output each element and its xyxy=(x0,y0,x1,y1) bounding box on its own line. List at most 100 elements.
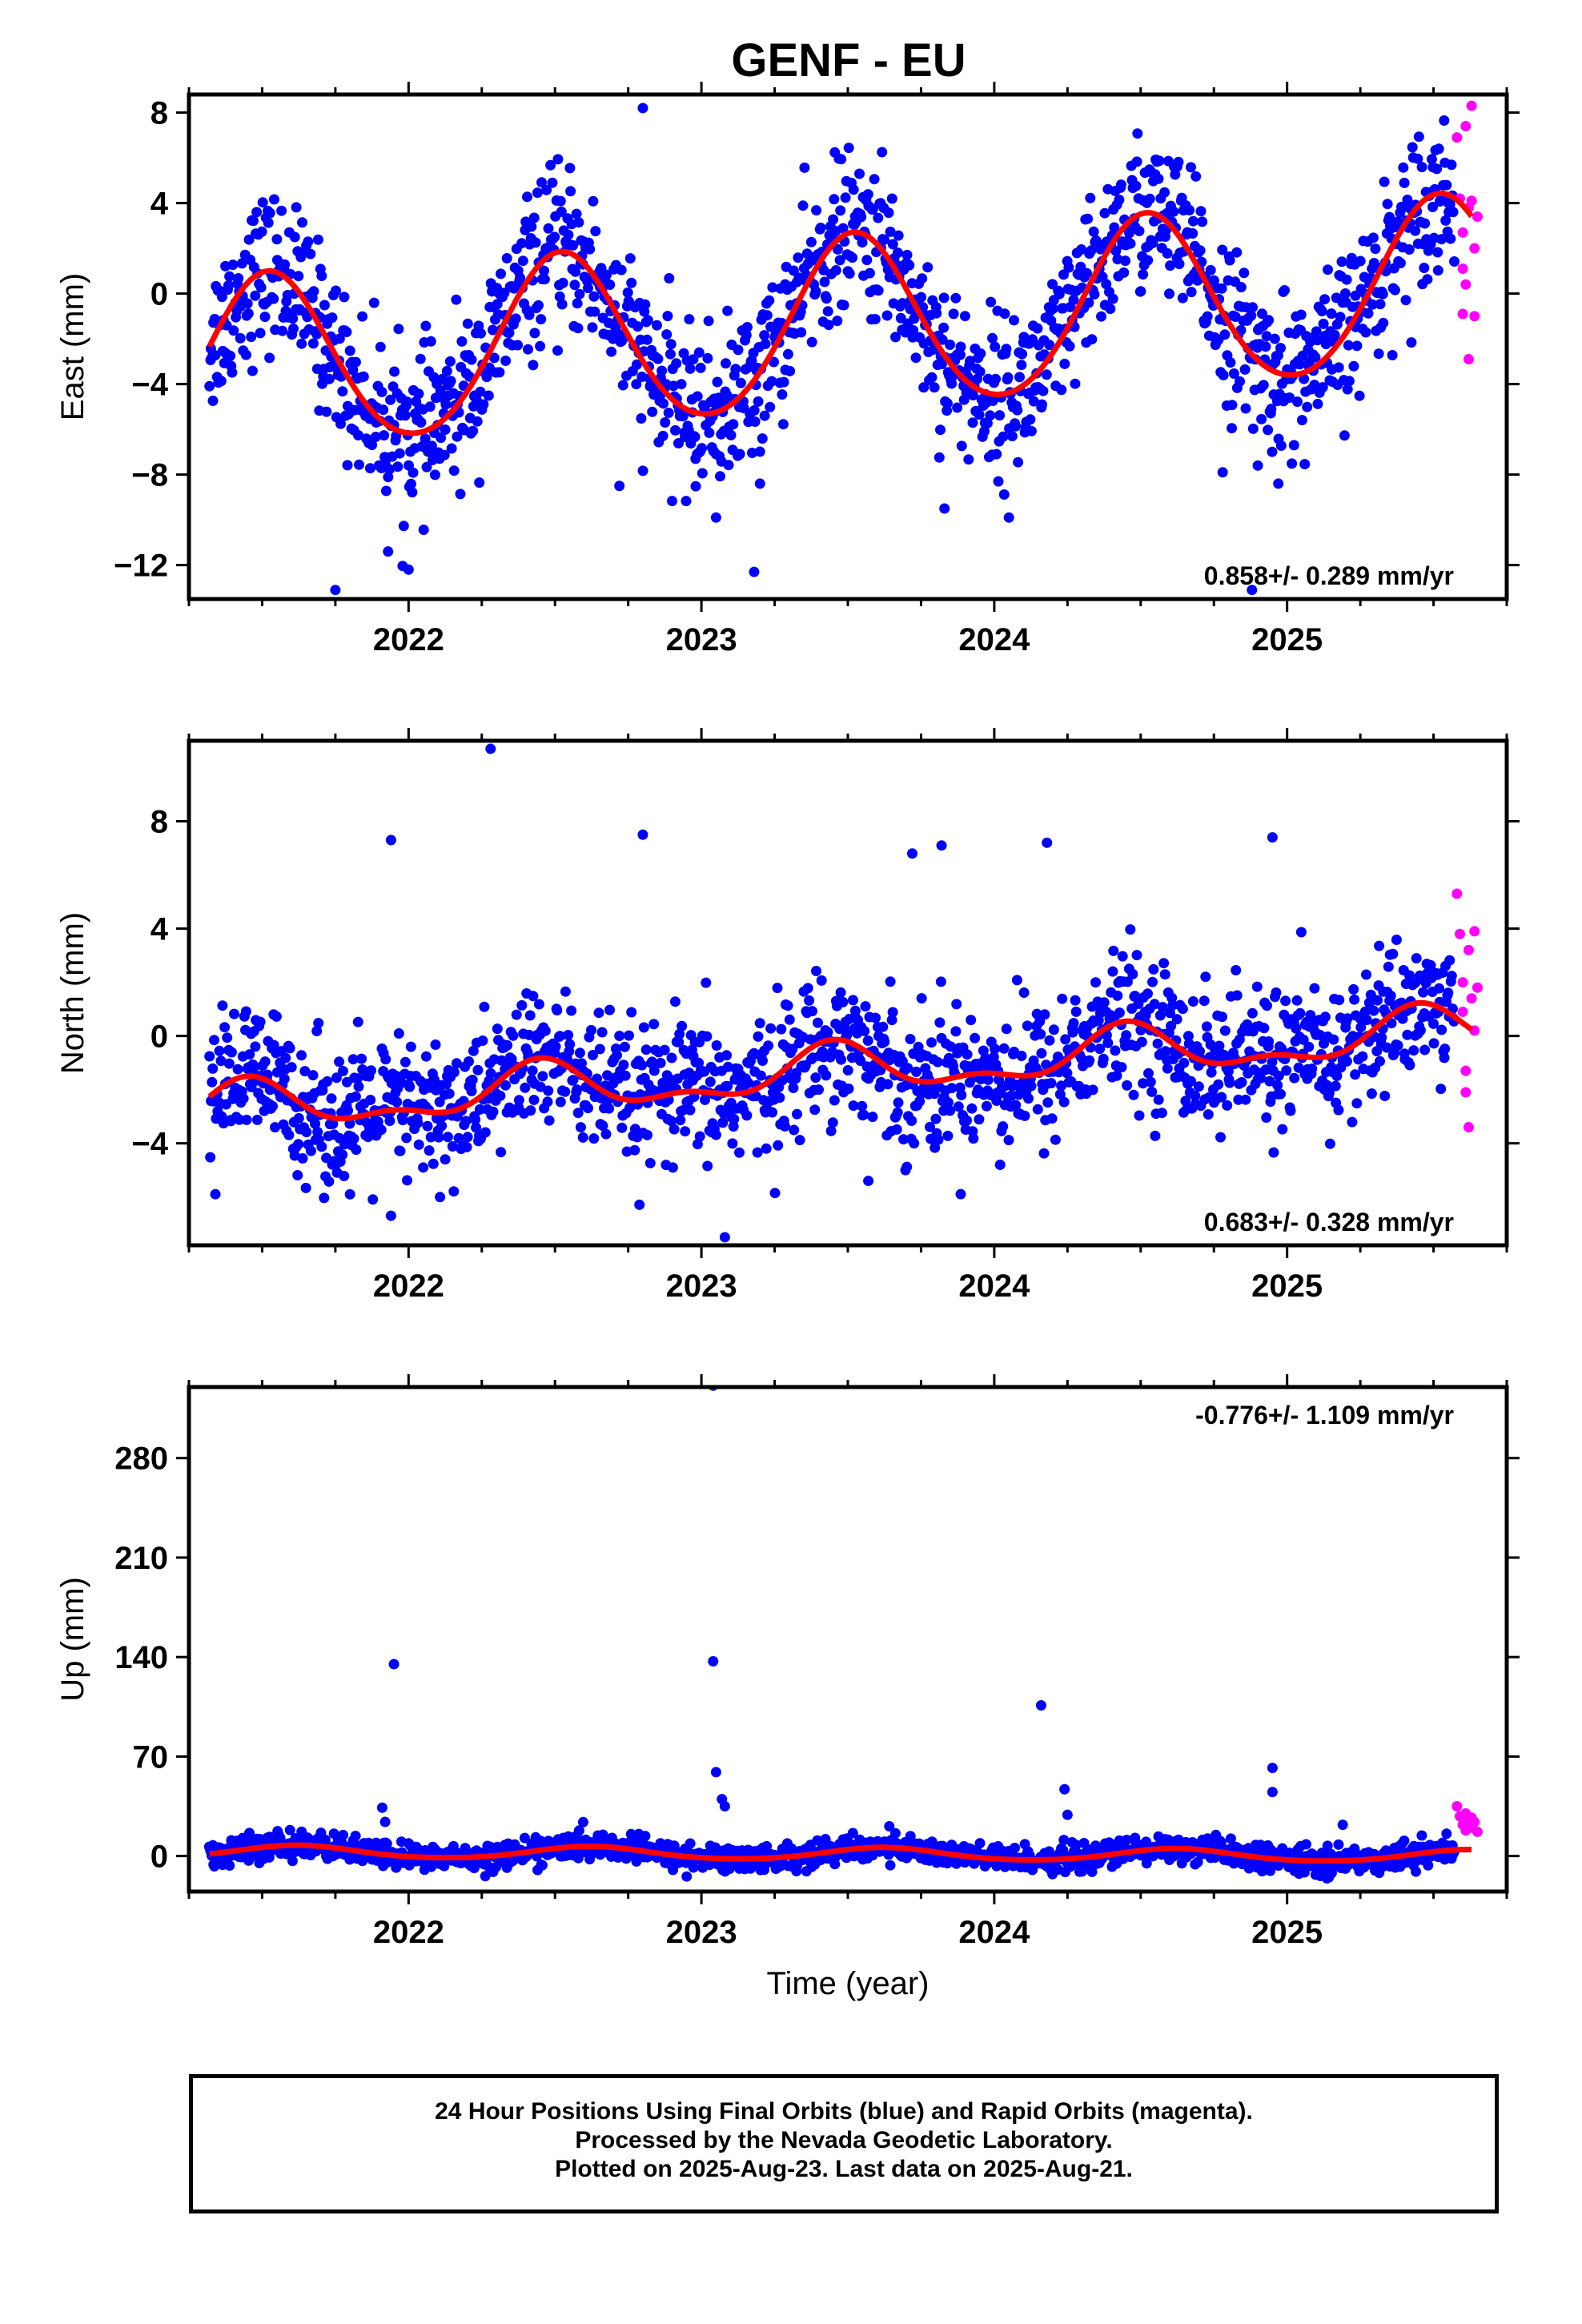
final-orbit-point xyxy=(353,1081,364,1092)
final-orbit-point xyxy=(864,267,875,279)
final-orbit-point xyxy=(370,432,381,442)
y-tick-label: 4 xyxy=(151,912,169,947)
final-orbit-point xyxy=(479,1001,490,1012)
final-orbit-point xyxy=(1202,311,1213,322)
final-orbit-point xyxy=(223,280,234,291)
final-orbit-point xyxy=(772,983,783,994)
final-orbit-point xyxy=(930,1142,941,1153)
final-orbit-point xyxy=(1062,1068,1073,1079)
final-orbit-point xyxy=(243,308,254,319)
final-orbit-point xyxy=(565,186,576,197)
final-orbit-outlier xyxy=(1217,467,1228,478)
final-orbit-point xyxy=(523,344,533,355)
final-orbit-point xyxy=(1046,1078,1057,1089)
final-orbit-point xyxy=(508,1030,519,1041)
final-orbit-point xyxy=(749,405,760,416)
final-orbit-outlier xyxy=(939,503,950,514)
final-orbit-point xyxy=(383,472,394,483)
final-orbit-outlier xyxy=(863,1176,874,1187)
final-orbit-point xyxy=(662,311,673,322)
final-orbit-point xyxy=(554,1031,565,1042)
final-orbit-point xyxy=(764,295,775,306)
final-orbit-point xyxy=(380,485,391,497)
final-orbit-point xyxy=(1263,424,1274,436)
final-orbit-point xyxy=(405,478,416,489)
final-orbit-point xyxy=(477,1035,488,1046)
final-orbit-point xyxy=(1160,1046,1171,1057)
final-orbit-point xyxy=(926,1037,937,1048)
final-orbit-point xyxy=(942,1097,954,1108)
final-orbit-point xyxy=(267,1100,278,1112)
final-orbit-point xyxy=(882,1079,893,1090)
final-orbit-point xyxy=(299,1066,311,1077)
final-orbit-point xyxy=(401,396,412,408)
final-orbit-point xyxy=(675,1115,686,1126)
final-orbit-point xyxy=(827,1117,838,1128)
final-orbit-point xyxy=(1002,372,1014,383)
final-orbit-point xyxy=(1039,1009,1050,1020)
final-orbit-point xyxy=(1089,289,1100,300)
final-orbit-outlier xyxy=(385,1210,396,1221)
final-orbit-point xyxy=(1264,1076,1275,1087)
final-orbit-point xyxy=(248,215,259,227)
final-orbit-point xyxy=(1404,970,1415,981)
final-orbit-point xyxy=(722,1080,733,1092)
final-orbit-point xyxy=(1154,155,1165,167)
rapid-orbit-point xyxy=(1454,928,1465,939)
final-orbit-point xyxy=(1186,162,1196,173)
final-orbit-outlier xyxy=(1059,1783,1070,1795)
final-orbit-point xyxy=(1363,308,1374,319)
final-orbit-point xyxy=(228,325,239,336)
final-orbit-point xyxy=(347,364,359,376)
final-orbit-point xyxy=(1120,255,1130,267)
final-orbit-point xyxy=(887,1007,898,1018)
final-orbit-point xyxy=(788,265,799,276)
final-orbit-point xyxy=(392,461,404,472)
final-orbit-point xyxy=(642,315,653,326)
final-orbit-point xyxy=(968,390,978,400)
y-tick-label: −4 xyxy=(131,368,168,403)
final-orbit-point xyxy=(893,230,904,241)
final-orbit-outlier xyxy=(1252,460,1263,471)
final-orbit-point xyxy=(1379,1091,1391,1101)
final-orbit-point xyxy=(539,274,550,285)
final-orbit-point xyxy=(251,207,263,218)
final-orbit-point xyxy=(511,1009,522,1020)
final-orbit-point xyxy=(326,1093,337,1104)
final-orbit-point xyxy=(929,382,940,393)
rate-label: -0.776+/- 1.109 mm/yr xyxy=(1195,1401,1454,1429)
final-orbit-point xyxy=(1223,1066,1234,1077)
final-orbit-point xyxy=(680,1126,691,1137)
final-orbit-point xyxy=(945,340,956,350)
final-orbit-point xyxy=(819,276,830,287)
final-orbit-point xyxy=(702,352,713,364)
final-orbit-point xyxy=(279,259,291,270)
final-orbit-outlier xyxy=(614,480,625,492)
final-orbit-point xyxy=(209,1035,219,1046)
final-orbit-point xyxy=(584,243,596,255)
final-orbit-point xyxy=(472,1064,484,1076)
final-orbit-point xyxy=(467,1074,478,1085)
final-orbit-point xyxy=(1178,1057,1190,1068)
final-orbit-point xyxy=(408,467,419,478)
final-orbit-point xyxy=(461,1141,472,1152)
final-orbit-point xyxy=(601,269,612,280)
final-orbit-point xyxy=(804,995,815,1006)
final-orbit-outlier xyxy=(936,840,947,851)
final-orbit-point xyxy=(588,1050,598,1060)
final-orbit-point xyxy=(1240,1094,1251,1105)
final-orbit-point xyxy=(1121,1030,1132,1041)
final-orbit-point xyxy=(250,1041,261,1052)
final-orbit-point xyxy=(753,1031,764,1042)
final-orbit-point xyxy=(777,419,789,430)
plot-frame xyxy=(187,738,1509,1248)
final-orbit-point xyxy=(444,1088,455,1100)
final-orbit-point xyxy=(240,1006,251,1017)
final-orbit-point xyxy=(444,356,456,367)
final-orbit-point xyxy=(1068,1018,1079,1029)
final-orbit-point xyxy=(669,1124,680,1135)
final-orbit-point xyxy=(257,197,268,208)
final-orbit-point xyxy=(922,262,934,273)
final-orbit-point xyxy=(413,388,424,400)
